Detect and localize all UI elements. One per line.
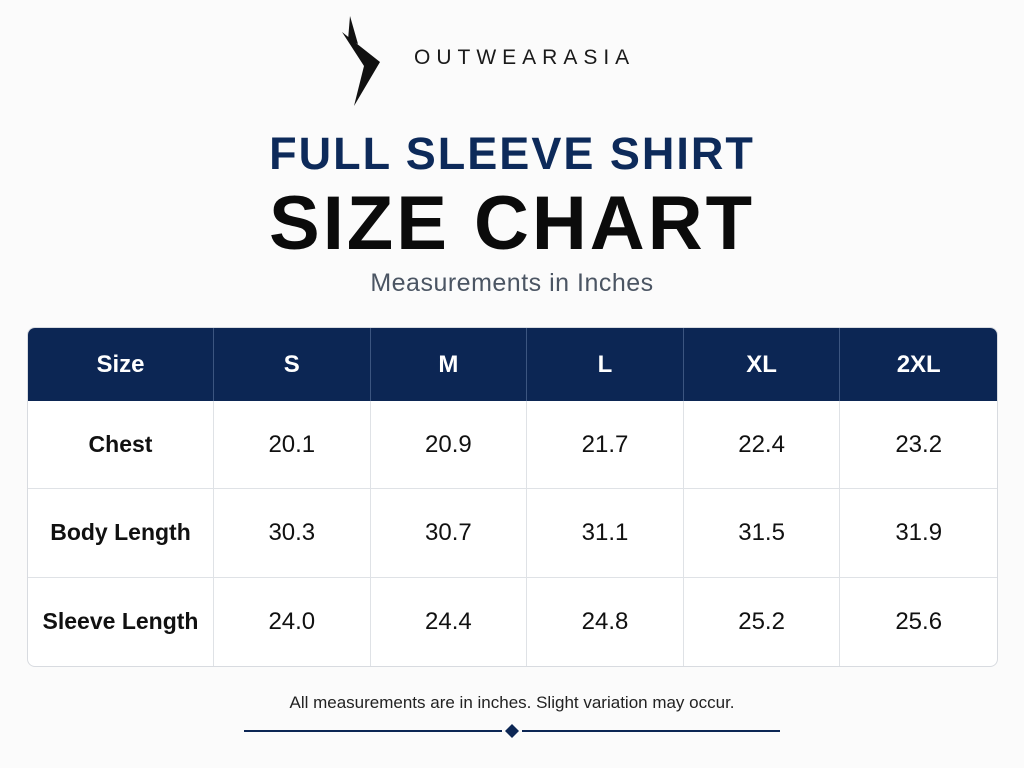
table-cell: 30.7 — [370, 489, 528, 578]
table-cell: 31.9 — [840, 489, 997, 578]
table-cell: 31.1 — [527, 489, 684, 578]
brand: OUTWEARASIA — [414, 46, 636, 69]
row-header: Body Length — [28, 489, 214, 578]
table-cell: 31.5 — [683, 489, 841, 578]
column-header: S — [214, 328, 371, 401]
table-cell: 24.8 — [527, 577, 684, 666]
table-cell: 25.2 — [684, 577, 841, 666]
table-cell: 24.0 — [214, 577, 371, 666]
column-header: XL — [683, 328, 841, 401]
row-header: Sleeve Length — [28, 577, 214, 666]
table-cell: 25.6 — [895, 607, 943, 635]
column-header: Size — [28, 328, 214, 401]
column-header: M — [370, 328, 528, 401]
table-cell: 24.4 — [371, 577, 528, 666]
table-cell: 20.1 — [214, 401, 371, 490]
logo — [342, 16, 380, 106]
table-cell: 20.9 — [370, 401, 528, 490]
divider — [244, 724, 780, 738]
subtitle: SIZE CHART — [269, 181, 755, 266]
row-header: Chest — [28, 401, 214, 490]
table-cell: 30.3 — [214, 489, 371, 578]
column-header: 2XL — [840, 328, 997, 401]
table-cell: 22.4 — [683, 401, 841, 490]
footer: All measurements are in inches. Slight v… — [289, 693, 735, 712]
title: FULL SLEEVE SHIRT — [269, 128, 755, 179]
size-table: Size S M L XL 2XL Chest 20.1 20.9 21.7 22.4 23.2 Bod… — [27, 327, 998, 667]
column-header: L — [527, 328, 684, 401]
note: Measurements in Inches — [370, 269, 654, 297]
table-cell: 21.7 — [527, 401, 684, 490]
table-cell: 23.2 — [840, 401, 997, 490]
